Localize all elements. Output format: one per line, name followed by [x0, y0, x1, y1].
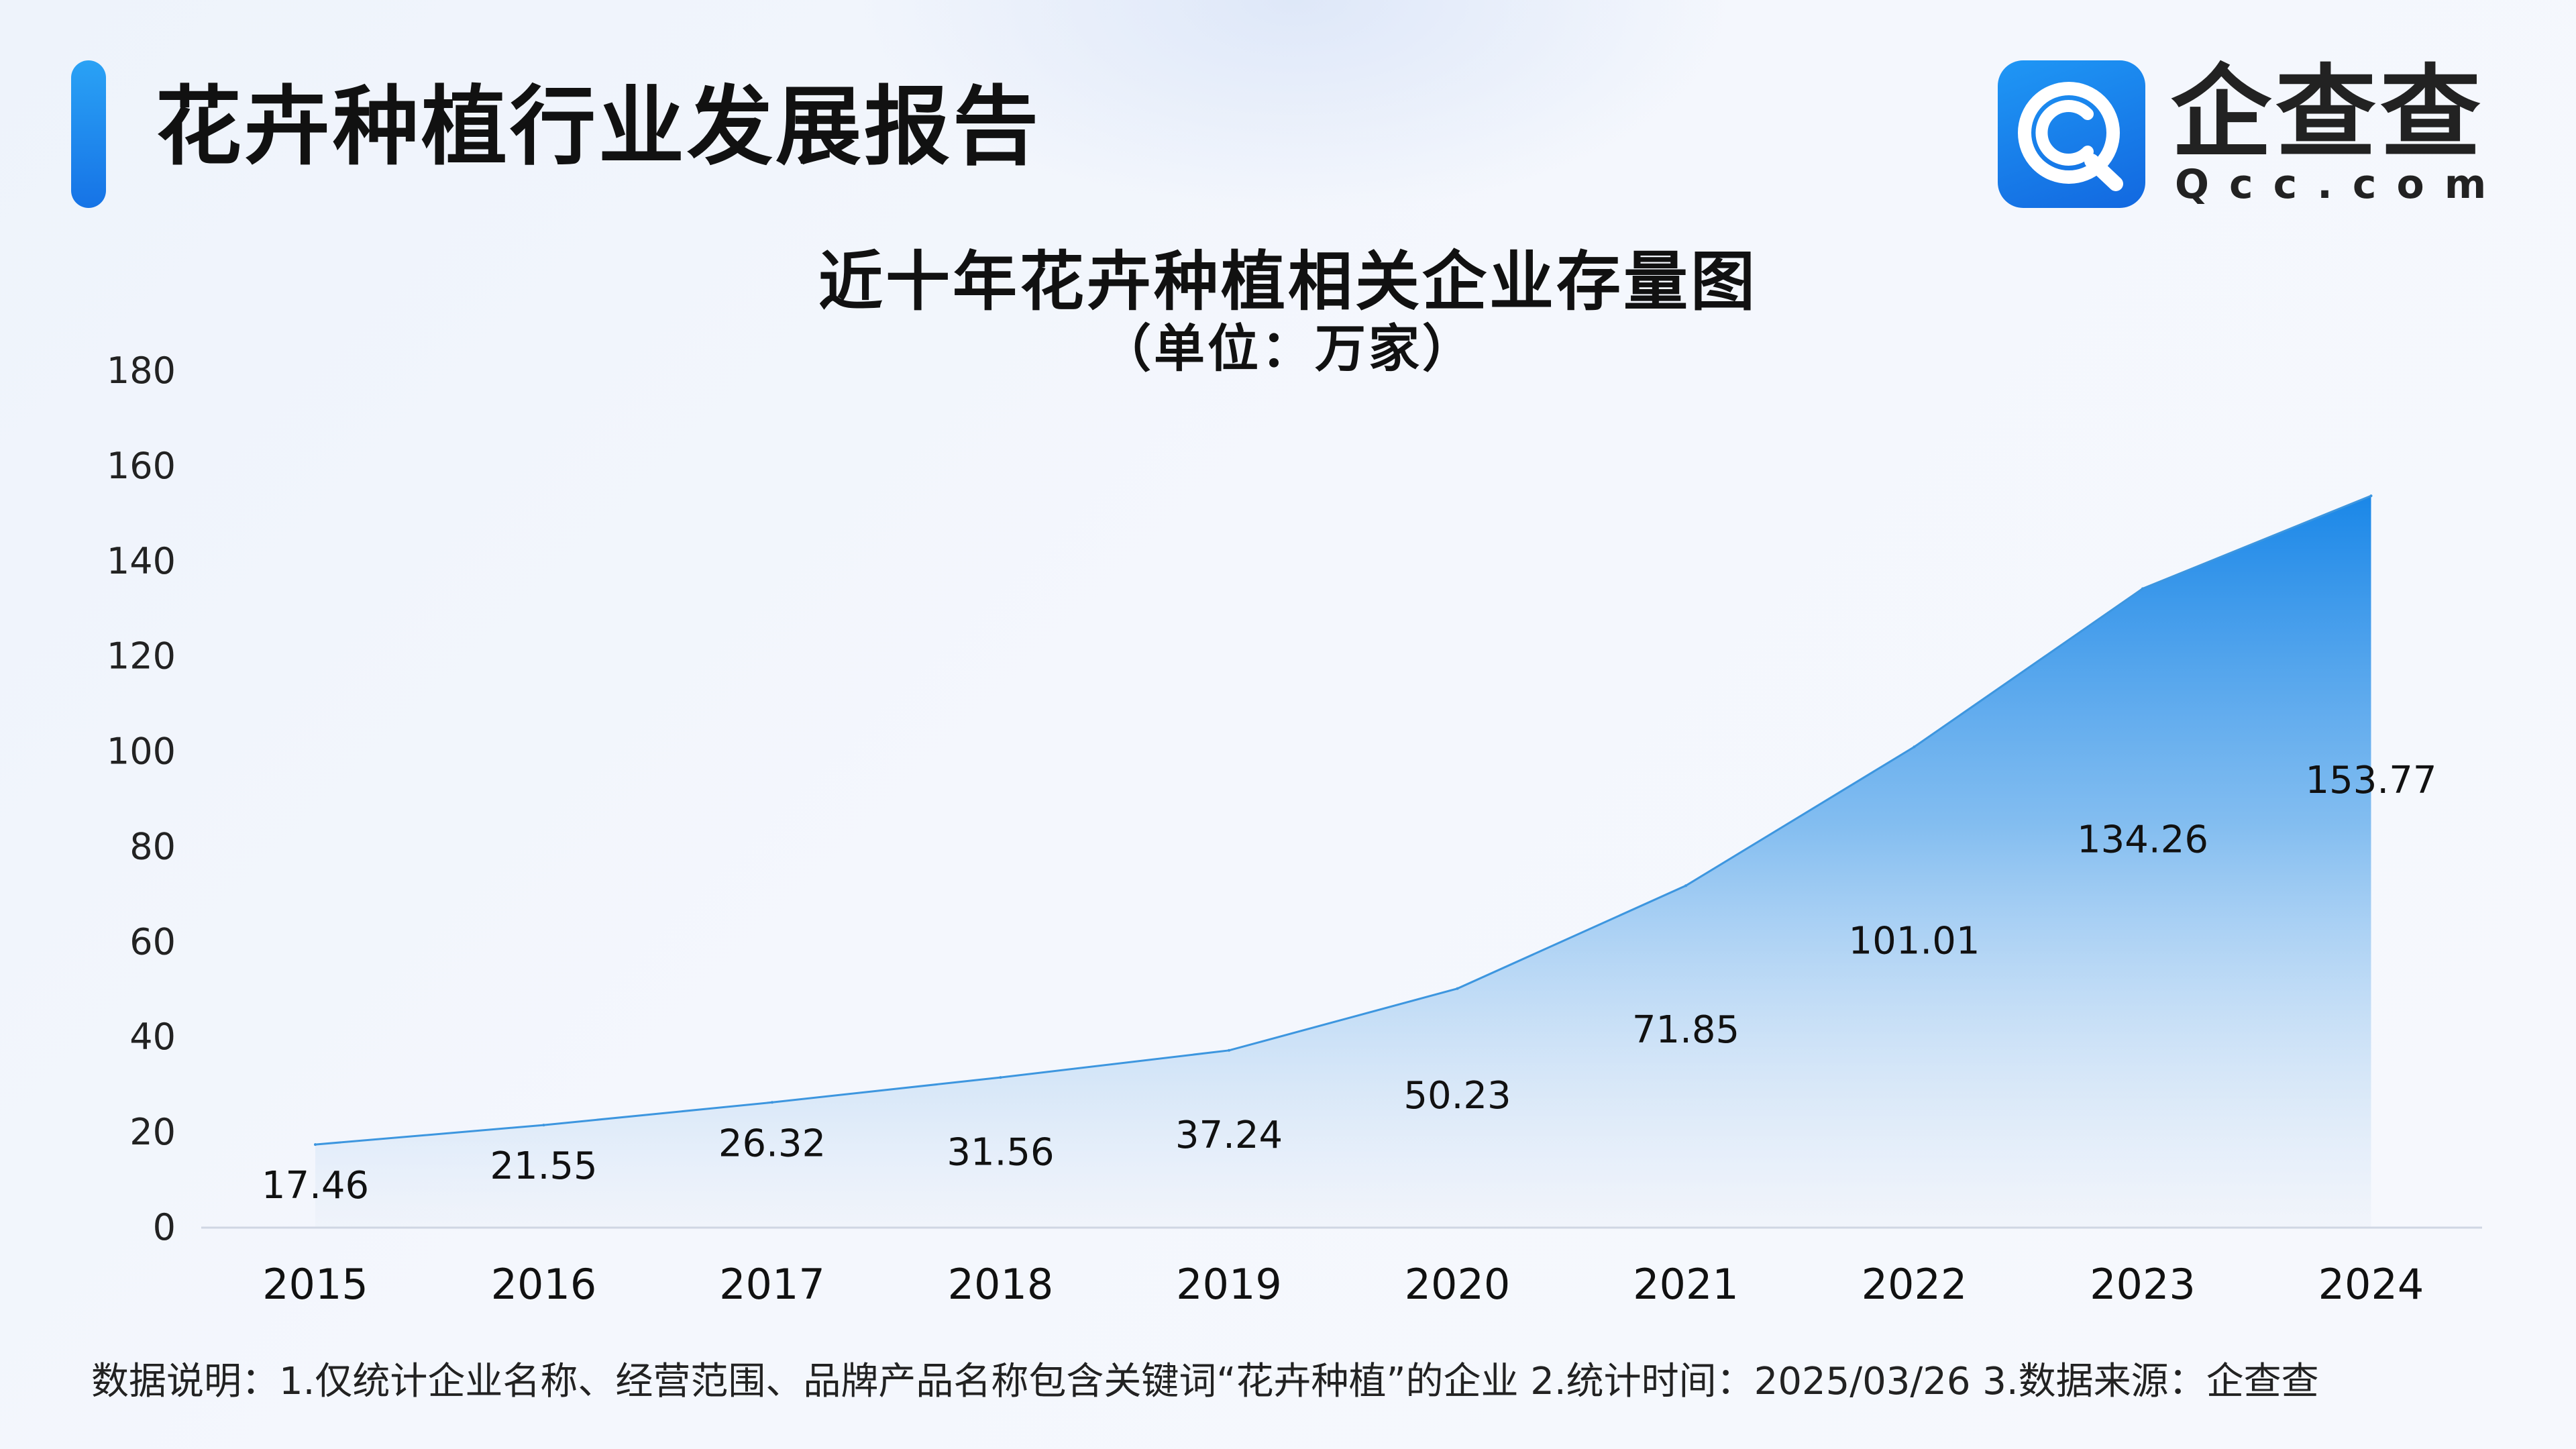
data-point-2021 [1684, 884, 1687, 888]
brand-domain: Qcc.com [2175, 161, 2507, 208]
data-label: 21.55 [490, 1144, 597, 1188]
series-line [315, 494, 2372, 1146]
brand-name: 企查查 [2171, 55, 2485, 172]
data-label: 71.85 [1632, 1008, 1739, 1052]
data-label: 37.24 [1175, 1114, 1283, 1157]
x-tick-label: 2019 [1176, 1260, 1282, 1309]
chart-subtitle: （单位：万家） [1100, 319, 1476, 378]
data-footnote: 数据说明：1.仅统计企业名称、经营范围、品牌产品名称包含关键词“花卉种植”的企业… [91, 1360, 2319, 1403]
y-tick-label: 160 [107, 445, 176, 487]
data-point-2017 [771, 1101, 773, 1104]
y-tick-label: 120 [107, 635, 176, 678]
data-point-2019 [1228, 1049, 1230, 1052]
x-tick-label: 2015 [262, 1260, 368, 1309]
x-tick-label: 2022 [1862, 1260, 1968, 1309]
x-tick-label: 2021 [1633, 1260, 1739, 1309]
data-point-2016 [542, 1124, 545, 1127]
report-title: 花卉种植行业发展报告 [156, 77, 1042, 177]
data-label: 26.32 [718, 1122, 826, 1165]
data-point-2018 [999, 1076, 1002, 1079]
y-tick-label: 60 [129, 920, 176, 963]
data-label: 153.77 [2306, 759, 2437, 802]
title-accent-bar [71, 60, 106, 208]
data-point-2023 [2141, 587, 2144, 590]
x-tick-label: 2017 [719, 1260, 825, 1309]
data-label: 134.26 [2077, 818, 2208, 861]
x-tick-label: 2016 [491, 1260, 597, 1309]
data-label: 17.46 [262, 1164, 369, 1208]
y-tick-label: 140 [107, 540, 176, 582]
data-point-2015 [314, 1143, 317, 1146]
x-tick-label: 2020 [1405, 1260, 1511, 1309]
y-tick-label: 40 [129, 1016, 176, 1058]
chart-title: 近十年花卉种植相关企业存量图 [818, 244, 1758, 319]
y-tick-label: 20 [129, 1111, 176, 1153]
y-tick-label: 100 [107, 731, 176, 773]
x-tick-label: 2023 [2090, 1260, 2196, 1309]
y-tick-label: 180 [107, 350, 176, 392]
x-tick-label: 2018 [948, 1260, 1054, 1309]
data-point-2022 [1913, 745, 1916, 749]
data-label: 50.23 [1403, 1074, 1511, 1118]
x-tick-label: 2024 [2318, 1260, 2424, 1309]
data-label: 101.01 [1849, 919, 1980, 963]
y-tick-label: 80 [129, 825, 176, 867]
data-label: 31.56 [947, 1131, 1054, 1175]
y-tick-label: 0 [153, 1206, 176, 1248]
qcc-logo-icon [1998, 60, 2145, 208]
area-fill [315, 496, 2371, 1228]
data-point-2020 [1456, 987, 1459, 990]
data-point-2024 [2369, 494, 2373, 498]
